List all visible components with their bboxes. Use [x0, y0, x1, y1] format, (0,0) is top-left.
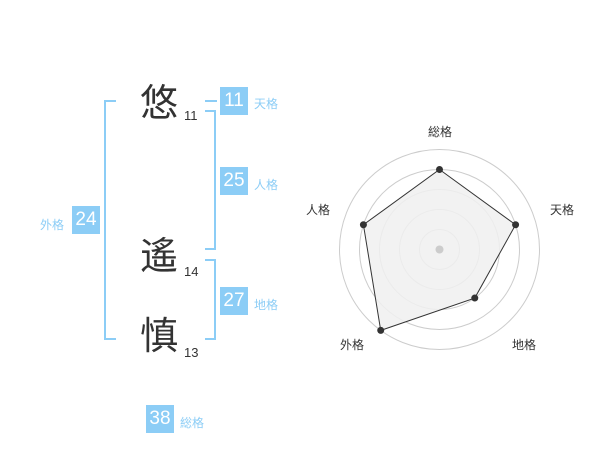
gaikaku-value: 24: [72, 206, 100, 234]
radar-point: [512, 221, 520, 229]
stroke-count-2: 14: [184, 264, 199, 279]
tenkaku-connector: [205, 100, 217, 102]
radar-point: [471, 294, 479, 302]
radar-label-tenkaku: 天格: [550, 203, 575, 217]
name-char-2: 遙: [140, 234, 179, 278]
radar-ring: [339, 149, 540, 350]
tenkaku-value: 11: [220, 87, 248, 115]
name-char-3: 慎: [140, 314, 179, 358]
radar-label-gaikaku: 外格: [340, 338, 365, 352]
soukaku-value: 38: [146, 405, 174, 433]
name-char-1: 悠: [140, 81, 179, 125]
radar-label-jinkaku: 人格: [306, 203, 331, 217]
jinkaku-label: 人格: [254, 178, 279, 192]
stroke-count-1: 11: [184, 108, 198, 123]
gaikaku-label: 外格: [40, 218, 65, 232]
stroke-count-3: 13: [184, 345, 199, 360]
radar-label-chikaku: 地格: [512, 338, 537, 352]
radar-point: [436, 166, 443, 173]
tenkaku-label: 天格: [254, 97, 279, 111]
chikaku-value: 27: [220, 287, 248, 315]
radar-point: [359, 221, 367, 229]
radar-center: [435, 245, 444, 254]
jinkaku-value: 25: [220, 167, 248, 195]
chikaku-label: 地格: [254, 298, 279, 312]
radar-point: [377, 326, 385, 334]
radar-label-soukaku: 総格: [428, 125, 453, 139]
soukaku-label: 総格: [180, 416, 205, 430]
